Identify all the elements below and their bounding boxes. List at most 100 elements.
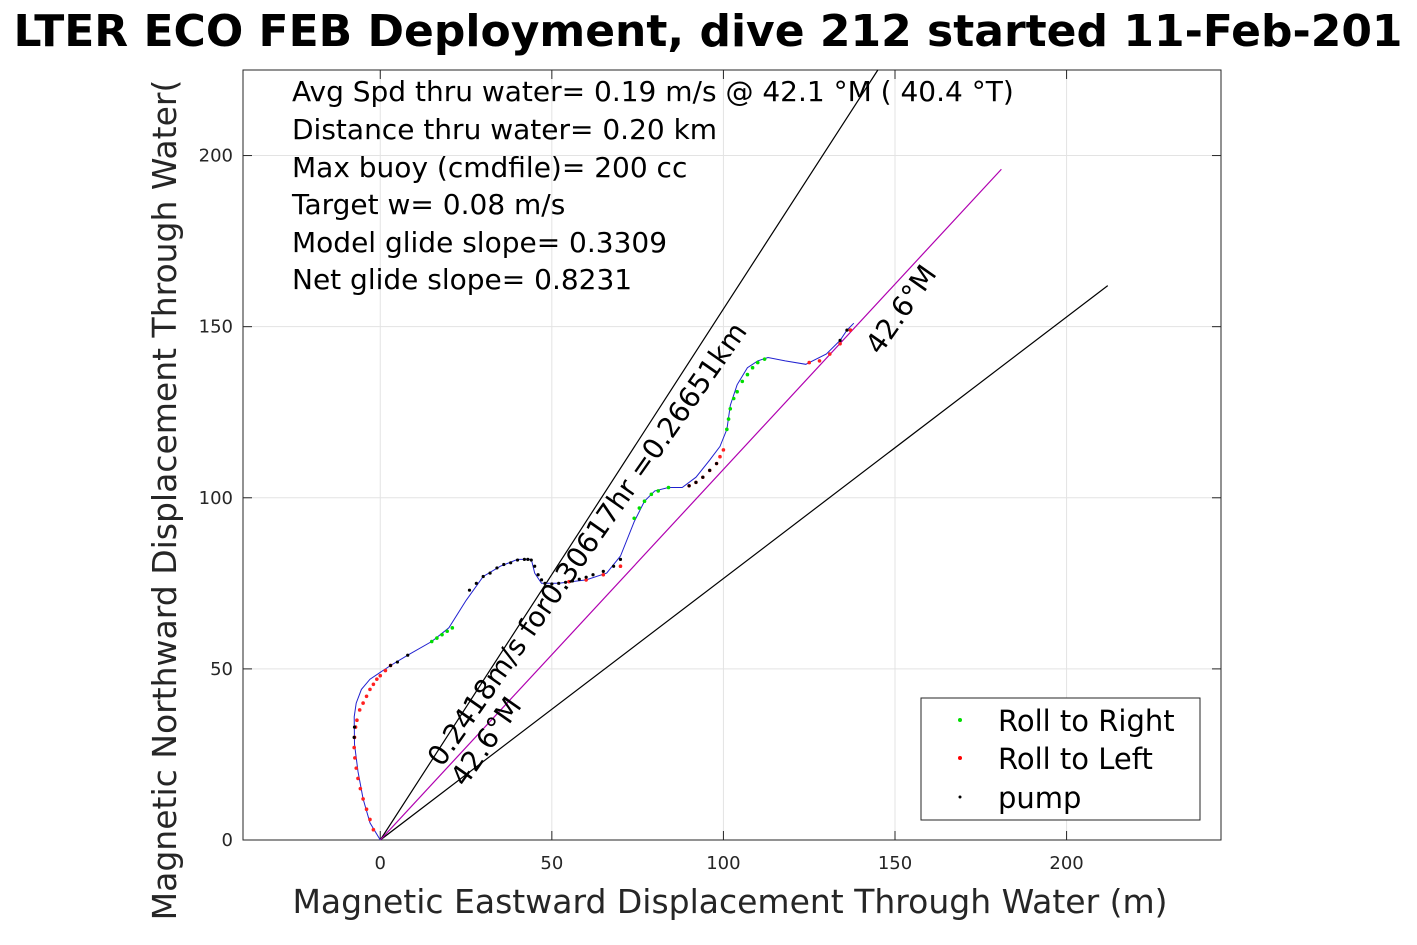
point-roll-to-left (368, 817, 372, 822)
point-pump (591, 573, 595, 577)
point-roll-to-left (354, 766, 359, 770)
point-pump (601, 569, 605, 573)
point-roll-to-right (725, 427, 729, 432)
info-line-avg-speed: Avg Spd thru water= 0.19 m/s @ 42.1 °M (… (292, 75, 1014, 108)
point-pump (488, 571, 492, 575)
legend-label-roll-right: Roll to Right (998, 704, 1175, 738)
point-pump (543, 581, 547, 585)
point-pump (495, 566, 499, 570)
point-roll-to-left (601, 572, 606, 577)
point-pump (467, 588, 472, 592)
point-roll-to-left (355, 718, 359, 723)
point-pump (481, 574, 485, 579)
point-pump (577, 577, 581, 581)
legend-box (920, 697, 1201, 821)
point-pump (509, 561, 513, 565)
legend-label-roll-left: Roll to Left (998, 742, 1153, 776)
y-tick-label: 100 (199, 488, 233, 509)
point-roll-to-right (450, 626, 455, 630)
chart-title: LTER ECO FEB Deployment, dive 212 starte… (13, 6, 1402, 57)
x-tick-label: 0 (375, 853, 386, 874)
point-roll-to-right (649, 492, 654, 497)
point-pump (838, 338, 842, 342)
info-line-net-glide: Net glide slope= 0.8231 (292, 263, 632, 296)
point-roll-to-left (368, 687, 372, 692)
point-pump (612, 564, 616, 568)
point-roll-to-left (618, 564, 623, 569)
point-roll-to-left (364, 694, 369, 699)
reference-lines (379, 69, 1109, 841)
y-axis-label: Magnetic Northward Displacement Through … (145, 80, 184, 921)
point-pump (536, 573, 540, 577)
point-roll-to-left (371, 682, 376, 687)
point-pump (701, 475, 705, 479)
point-pump (563, 580, 568, 584)
point-roll-to-left (356, 776, 360, 781)
reference-line-heading (379, 168, 1002, 841)
x-tick-label: 200 (1049, 853, 1083, 874)
point-pump (584, 575, 588, 579)
point-roll-to-left (375, 677, 379, 681)
point-roll-to-right (728, 407, 733, 411)
point-roll-to-left (371, 827, 376, 832)
point-roll-to-left (718, 454, 722, 459)
point-pump (694, 480, 698, 484)
point-roll-to-left (364, 807, 369, 811)
point-pump (845, 328, 849, 332)
point-roll-to-right (745, 372, 750, 377)
point-roll-to-right (656, 489, 661, 493)
point-pump (406, 653, 410, 657)
info-line-model-glide: Model glide slope= 0.3309 (292, 226, 667, 259)
y-tick-label: 0 (222, 830, 233, 851)
point-pump (570, 579, 575, 583)
point-pump (529, 558, 533, 562)
legend-marker-pump (958, 795, 962, 799)
y-tick-label: 50 (210, 659, 233, 680)
point-pump (557, 581, 561, 585)
point-roll-to-left (721, 448, 726, 452)
reference-line-lower (379, 285, 1109, 841)
point-roll-to-right (637, 506, 642, 510)
legend-label-pump: pump (998, 781, 1081, 815)
info-line-distance: Distance thru water= 0.20 km (292, 113, 717, 146)
info-block: Avg Spd thru water= 0.19 m/s @ 42.1 °M (… (291, 75, 1014, 296)
point-roll-to-left (584, 578, 588, 582)
point-roll-to-left (848, 328, 853, 332)
x-tick-label: 150 (878, 853, 912, 874)
point-roll-to-right (642, 499, 647, 504)
point-roll-to-right (726, 417, 731, 421)
point-roll-to-right (750, 365, 755, 370)
speed-annotation: 0.2418m/s for0.30617hr =0.26651km (421, 316, 754, 772)
plot-area-frame (242, 69, 1222, 841)
point-roll-to-right (735, 389, 739, 394)
point-pump (550, 582, 554, 586)
point-roll-to-left (807, 360, 812, 365)
point-roll-to-left (357, 708, 362, 712)
point-roll-to-right (666, 485, 671, 490)
series-layer (352, 322, 855, 841)
point-roll-to-right (429, 639, 434, 644)
info-line-max-buoy: Max buoy (cmdfile)= 200 cc (292, 151, 687, 184)
track-line (353, 322, 855, 841)
point-pump (474, 581, 478, 585)
point-pump (352, 725, 357, 729)
legend: Roll to Right Roll to Left pump (920, 697, 1201, 821)
point-pump (687, 484, 691, 488)
point-pump (533, 564, 537, 568)
x-tick-label: 50 (540, 853, 563, 874)
point-pump (515, 558, 520, 562)
point-roll-to-left (378, 673, 383, 678)
point-pump (714, 461, 719, 466)
point-roll-to-right (445, 629, 449, 634)
point-roll-to-left (838, 341, 842, 346)
point-pump (352, 735, 356, 739)
point-pump (708, 468, 712, 472)
point-roll-to-left (817, 359, 822, 363)
point-roll-to-left (383, 668, 388, 673)
point-roll-to-left (361, 797, 365, 801)
y-tick-label: 200 (199, 146, 233, 167)
ticks-layer: 0 50 100 150 200 0 50 100 150 200 (199, 70, 1221, 874)
point-roll-to-left (567, 579, 571, 584)
info-line-target-w: Target w= 0.08 m/s (291, 188, 565, 221)
